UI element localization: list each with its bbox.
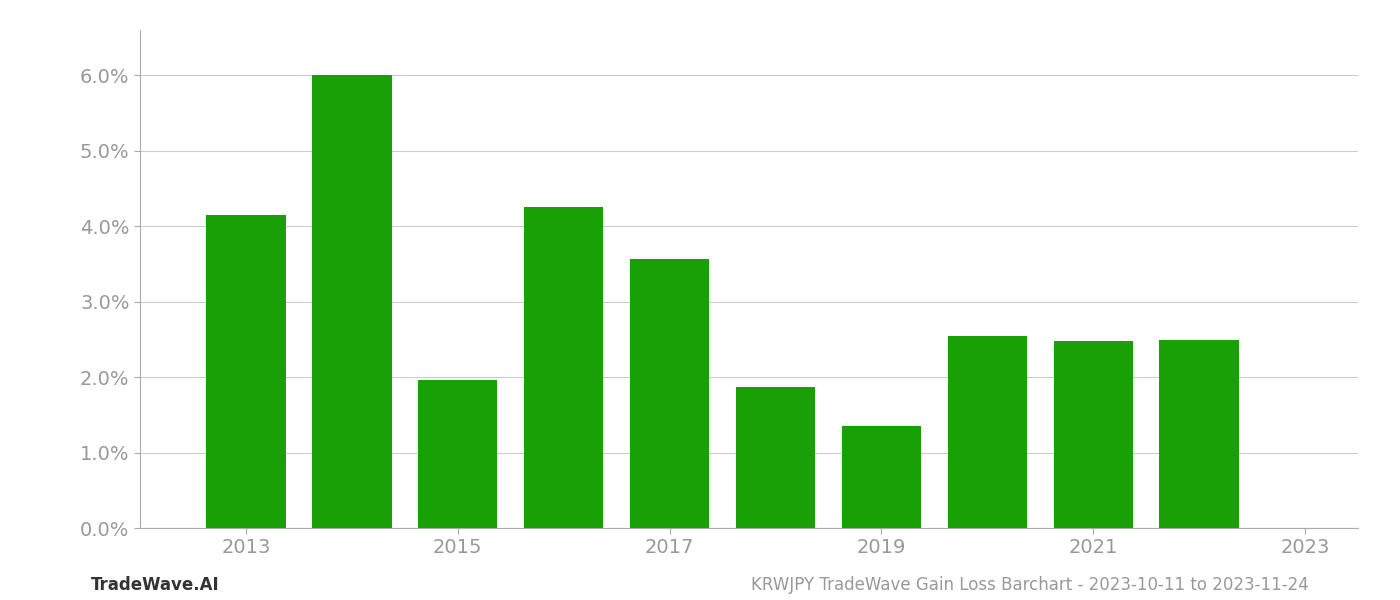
- Text: KRWJPY TradeWave Gain Loss Barchart - 2023-10-11 to 2023-11-24: KRWJPY TradeWave Gain Loss Barchart - 20…: [752, 576, 1309, 594]
- Bar: [524, 208, 603, 528]
- Bar: [948, 337, 1028, 528]
- Bar: [841, 426, 921, 528]
- Text: TradeWave.AI: TradeWave.AI: [91, 576, 220, 594]
- Bar: [206, 215, 286, 528]
- Bar: [1053, 341, 1133, 528]
- Bar: [312, 74, 392, 528]
- Bar: [736, 387, 815, 528]
- Bar: [630, 259, 710, 528]
- Bar: [1159, 340, 1239, 528]
- Bar: [419, 380, 497, 528]
